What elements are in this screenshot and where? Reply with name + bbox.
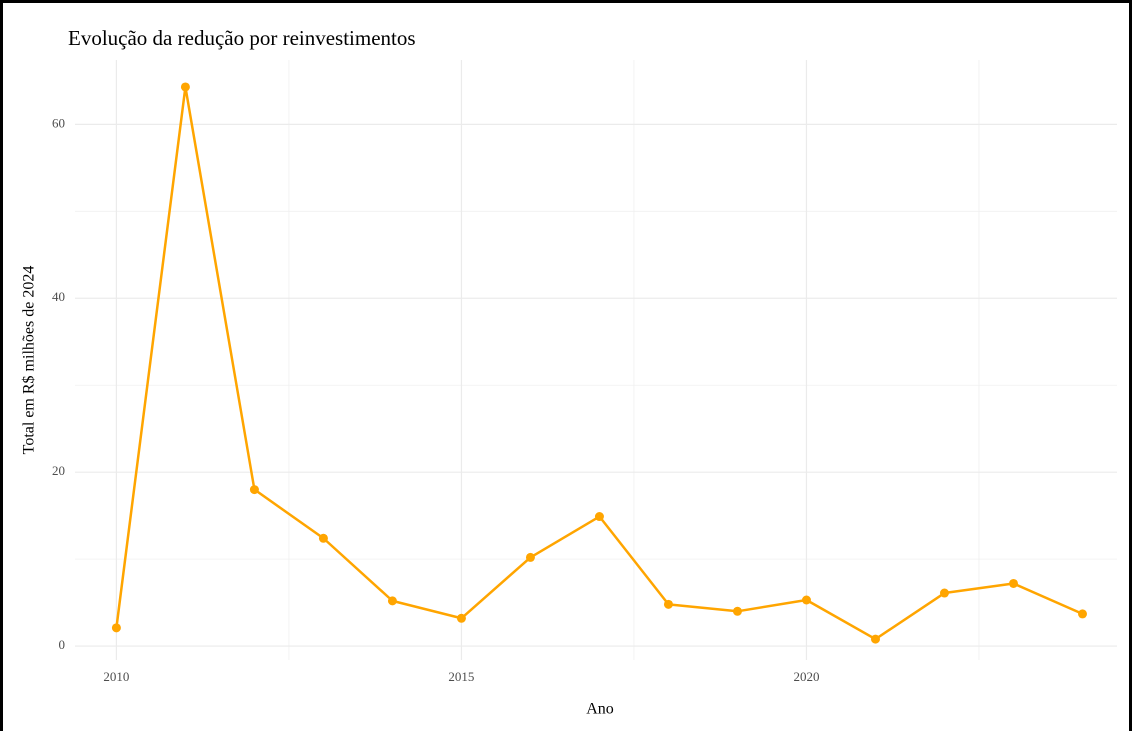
point: [594, 512, 604, 522]
x-tick-label: 2020: [793, 669, 819, 684]
point: [249, 485, 259, 495]
point: [870, 634, 880, 644]
x-tick-label: 2015: [448, 669, 474, 684]
point: [801, 595, 811, 605]
point: [525, 552, 535, 562]
point: [318, 533, 328, 543]
point: [663, 599, 673, 609]
point: [1008, 578, 1018, 588]
point: [387, 596, 397, 606]
point: [939, 588, 949, 598]
point: [732, 606, 742, 616]
point: [180, 82, 190, 92]
y-tick-label: 0: [59, 637, 66, 652]
y-axis-label: Total em R$ milhões de 2024: [21, 266, 38, 455]
point: [1077, 609, 1087, 619]
y-tick-label: 20: [52, 463, 65, 478]
x-axis-label: Ano: [586, 701, 614, 718]
point: [456, 613, 466, 623]
x-tick-label: 2010: [103, 669, 129, 684]
y-tick-label: 60: [52, 115, 65, 130]
point: [111, 623, 121, 633]
chart-title: Evolução da redução por reinvestimentos: [68, 26, 416, 50]
y-tick-label: 40: [52, 289, 65, 304]
